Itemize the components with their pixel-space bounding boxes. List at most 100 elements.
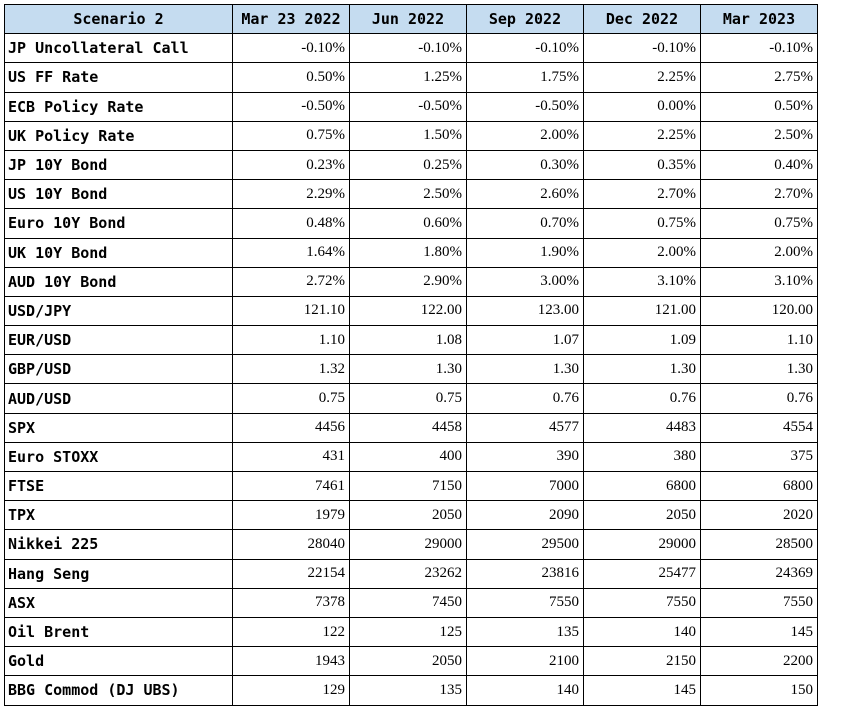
value-cell: 135 bbox=[349, 675, 467, 706]
value-cell: 125 bbox=[349, 616, 467, 648]
value-cell: 2020 bbox=[700, 500, 818, 531]
value-cell: 7000 bbox=[466, 470, 584, 502]
value-cell: 4577 bbox=[466, 412, 584, 443]
value-cell: 129 bbox=[232, 675, 350, 706]
value-cell: 6800 bbox=[700, 470, 818, 502]
header-cell-date: Sep 2022 bbox=[466, 3, 584, 35]
value-cell: 0.30% bbox=[466, 149, 584, 181]
value-cell: -0.10% bbox=[700, 33, 818, 64]
table-row: BBG Commod (DJ UBS) 129 135 140 145 150 bbox=[4, 675, 818, 706]
value-cell: 120.00 bbox=[700, 295, 818, 327]
value-cell: 7150 bbox=[349, 470, 467, 502]
value-cell: 1.09 bbox=[583, 325, 701, 356]
value-cell: 380 bbox=[583, 441, 701, 473]
table-row: JP 10Y Bond 0.23% 0.25% 0.30% 0.35% 0.40% bbox=[4, 149, 818, 181]
table-row: Euro STOXX 431 400 390 380 375 bbox=[4, 441, 818, 473]
value-cell: 1.30 bbox=[466, 354, 584, 385]
value-cell: 0.00% bbox=[583, 91, 701, 122]
value-cell: 1.64% bbox=[232, 237, 350, 268]
value-cell: 2.25% bbox=[583, 120, 701, 151]
table-row: FTSE 7461 7150 7000 6800 6800 bbox=[4, 470, 818, 502]
value-cell: 1979 bbox=[232, 500, 350, 531]
value-cell: 2.70% bbox=[700, 179, 818, 210]
value-cell: 2.90% bbox=[349, 266, 467, 297]
value-cell: -0.50% bbox=[232, 91, 350, 122]
value-cell: 1.30 bbox=[583, 354, 701, 385]
value-cell: 0.75 bbox=[232, 383, 350, 414]
value-cell: 135 bbox=[466, 616, 584, 648]
value-cell: 2.00% bbox=[583, 237, 701, 268]
scenario-table: Scenario 2 Mar 23 2022 Jun 2022 Sep 2022… bbox=[4, 3, 818, 706]
value-cell: 2050 bbox=[349, 500, 467, 531]
value-cell: 4554 bbox=[700, 412, 818, 443]
value-cell: 1.10 bbox=[232, 325, 350, 356]
value-cell: 1.75% bbox=[466, 62, 584, 93]
row-label: TPX bbox=[4, 500, 233, 531]
table-row: TPX 1979 2050 2090 2050 2020 bbox=[4, 500, 818, 531]
value-cell: 0.25% bbox=[349, 149, 467, 181]
value-cell: -0.10% bbox=[466, 33, 584, 64]
header-cell-date: Mar 2023 bbox=[700, 3, 818, 35]
value-cell: 3.10% bbox=[700, 266, 818, 297]
table-row: ASX 7378 7450 7550 7550 7550 bbox=[4, 587, 818, 618]
row-label: US FF Rate bbox=[4, 62, 233, 93]
value-cell: 2200 bbox=[700, 646, 818, 677]
table-row: Euro 10Y Bond 0.48% 0.60% 0.70% 0.75% 0.75% bbox=[4, 208, 818, 239]
value-cell: 4458 bbox=[349, 412, 467, 443]
value-cell: 0.76 bbox=[583, 383, 701, 414]
value-cell: 2100 bbox=[466, 646, 584, 677]
row-label: JP 10Y Bond bbox=[4, 149, 233, 181]
value-cell: 7450 bbox=[349, 587, 467, 618]
header-cell-date: Dec 2022 bbox=[583, 3, 701, 35]
row-label: ECB Policy Rate bbox=[4, 91, 233, 122]
value-cell: -0.50% bbox=[466, 91, 584, 122]
table-row: Gold 1943 2050 2100 2150 2200 bbox=[4, 646, 818, 677]
table-row: SPX 4456 4458 4577 4483 4554 bbox=[4, 412, 818, 443]
value-cell: 2.72% bbox=[232, 266, 350, 297]
value-cell: 4456 bbox=[232, 412, 350, 443]
value-cell: 0.35% bbox=[583, 149, 701, 181]
value-cell: -0.10% bbox=[349, 33, 467, 64]
row-label: Hang Seng bbox=[4, 558, 233, 589]
row-label: EUR/USD bbox=[4, 325, 233, 356]
value-cell: 7461 bbox=[232, 470, 350, 502]
value-cell: 24369 bbox=[700, 558, 818, 589]
row-label: Nikkei 225 bbox=[4, 529, 233, 560]
row-label: FTSE bbox=[4, 470, 233, 502]
value-cell: 2.70% bbox=[583, 179, 701, 210]
table-row: AUD 10Y Bond 2.72% 2.90% 3.00% 3.10% 3.10% bbox=[4, 266, 818, 297]
value-cell: 1.07 bbox=[466, 325, 584, 356]
value-cell: 7550 bbox=[583, 587, 701, 618]
value-cell: 0.40% bbox=[700, 149, 818, 181]
value-cell: 2.60% bbox=[466, 179, 584, 210]
value-cell: 0.50% bbox=[700, 91, 818, 122]
row-label: Euro STOXX bbox=[4, 441, 233, 473]
row-label: Gold bbox=[4, 646, 233, 677]
value-cell: 4483 bbox=[583, 412, 701, 443]
value-cell: 2050 bbox=[349, 646, 467, 677]
value-cell: 23262 bbox=[349, 558, 467, 589]
value-cell: 2.50% bbox=[349, 179, 467, 210]
value-cell: 3.00% bbox=[466, 266, 584, 297]
row-label: US 10Y Bond bbox=[4, 179, 233, 210]
value-cell: 1.30 bbox=[349, 354, 467, 385]
row-label: SPX bbox=[4, 412, 233, 443]
value-cell: 140 bbox=[583, 616, 701, 648]
table-row: Nikkei 225 28040 29000 29500 29000 28500 bbox=[4, 529, 818, 560]
value-cell: 29000 bbox=[583, 529, 701, 560]
value-cell: 121.10 bbox=[232, 295, 350, 327]
row-label: AUD/USD bbox=[4, 383, 233, 414]
row-label: UK 10Y Bond bbox=[4, 237, 233, 268]
value-cell: 1.25% bbox=[349, 62, 467, 93]
row-label: USD/JPY bbox=[4, 295, 233, 327]
header-row: Scenario 2 Mar 23 2022 Jun 2022 Sep 2022… bbox=[4, 3, 818, 35]
row-label: UK Policy Rate bbox=[4, 120, 233, 151]
value-cell: 0.75% bbox=[583, 208, 701, 239]
value-cell: 23816 bbox=[466, 558, 584, 589]
row-label: AUD 10Y Bond bbox=[4, 266, 233, 297]
table-row: US FF Rate 0.50% 1.25% 1.75% 2.25% 2.75% bbox=[4, 62, 818, 93]
table-row: AUD/USD 0.75 0.75 0.76 0.76 0.76 bbox=[4, 383, 818, 414]
value-cell: 6800 bbox=[583, 470, 701, 502]
value-cell: 122 bbox=[232, 616, 350, 648]
value-cell: 2.29% bbox=[232, 179, 350, 210]
